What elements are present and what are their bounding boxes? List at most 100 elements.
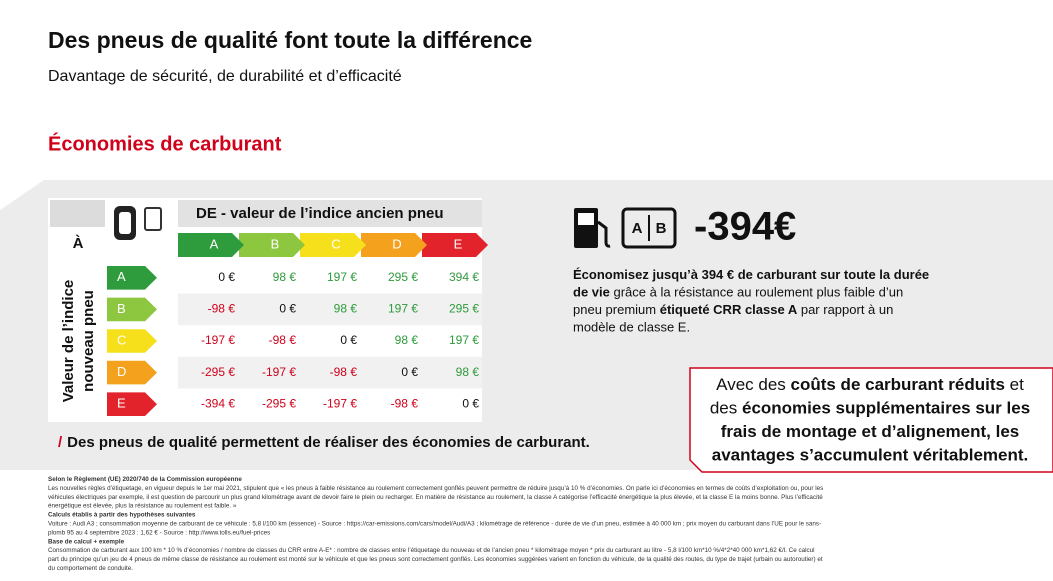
note: / Des pneus de qualité permettent de réal…	[58, 434, 590, 451]
section-title: Économies de carburant	[48, 132, 282, 155]
callout-box	[689, 367, 1053, 473]
row-header: nouveau pneu	[80, 290, 97, 392]
class-arrow	[107, 360, 157, 385]
corner-cell	[50, 200, 105, 227]
text-run: Voiture : Audi A3 ; consommation moyenne…	[48, 520, 821, 527]
fine-print: part du principe qu’un jeu de 4 pneus de…	[48, 556, 823, 563]
text-run: modèle de classe E.	[573, 320, 690, 335]
class-label: D	[117, 364, 126, 379]
label-icon-letter: B	[656, 220, 667, 237]
subtitle: Davantage de sécurité, de durabilité et …	[48, 68, 402, 85]
table-cell: -197 €	[323, 396, 357, 410]
text-run: part du principe qu’un jeu de 4 pneus de…	[48, 556, 823, 563]
table-cell: 197 €	[327, 270, 357, 284]
text-run: économies supplémentaires sur les	[742, 399, 1030, 418]
text-run: avantages s’accumulent véritablement.	[712, 446, 1029, 465]
column-header: DE - valeur de l’indice ancien pneu	[196, 205, 444, 222]
class-arrow	[239, 233, 305, 257]
callout-text: Avec des coûts de carburant réduits et	[716, 375, 1024, 394]
fine-print: Base de calcul + exemple	[48, 538, 125, 545]
table-cell: 98 €	[456, 365, 480, 379]
fine-print: plomb 95 au 4 septembre 2023 : 1,62 € - …	[48, 529, 270, 536]
fine-print: Selon le Règlement (UE) 2020/740 de la C…	[48, 476, 242, 483]
class-label: E	[454, 236, 463, 251]
text-run: Économisez jusqu’à 394 € de carburant su…	[573, 267, 929, 282]
table-cell: -98 €	[391, 396, 419, 410]
table-cell: -394 €	[201, 396, 235, 410]
table-cell: -295 €	[201, 365, 235, 379]
text-run: véhicules électriques par exemple, il es…	[48, 493, 823, 500]
table-cell: -98 €	[269, 333, 297, 347]
text-run: Calculs établis à partir des hypothèses …	[48, 511, 196, 518]
text-run: Consommation de carburant aux 100 km * 1…	[48, 547, 815, 554]
table-cell: 98 €	[334, 302, 358, 316]
label-icon	[621, 207, 677, 249]
row-header: Valeur de l’indice	[60, 280, 77, 403]
table-cell: -295 €	[262, 396, 296, 410]
class-label: C	[331, 236, 340, 251]
table-cell: -197 €	[262, 365, 296, 379]
label-icon-letter: A	[632, 220, 643, 237]
header-cell	[178, 200, 482, 227]
table-cell: 0 €	[462, 396, 479, 410]
fine-print: véhicules électriques par exemple, il es…	[48, 493, 823, 500]
class-arrow	[107, 266, 157, 290]
text-run: coûts de carburant réduits	[791, 375, 1005, 394]
class-arrow	[361, 233, 427, 257]
text-run: grâce à la résistance au roulement plus …	[610, 285, 903, 300]
title: Des pneus de qualité font toute la diffé…	[48, 27, 532, 53]
text-run: de vie	[573, 285, 610, 300]
table-cell: 197 €	[449, 333, 479, 347]
table-cell: -98 €	[208, 302, 236, 316]
callout-text: des économies supplémentaires sur les	[710, 399, 1030, 418]
table-cell: 197 €	[388, 302, 418, 316]
text-run: du comportement de conduite.	[48, 565, 133, 572]
fine-print: Les nouvelles règles d’étiquetage, en vi…	[48, 485, 823, 492]
class-arrow	[107, 392, 157, 416]
note-slash: /	[58, 434, 63, 451]
text-run: Avec des	[716, 375, 790, 394]
text-run: Les nouvelles règles d’étiquetage, en vi…	[48, 485, 823, 492]
text-run: énergétique est élevée, plus la résistan…	[48, 502, 237, 509]
class-label: E	[117, 396, 126, 411]
class-arrow	[107, 329, 157, 353]
savings-text: modèle de classe E.	[573, 320, 690, 335]
corner-label: À	[73, 235, 84, 252]
fine-print: Calculs établis à partir des hypothèses …	[48, 511, 196, 518]
text-run: étiqueté CRR classe A	[660, 302, 798, 317]
note-text: Des pneus de qualité permettent de réali…	[67, 434, 590, 451]
table-cell: 98 €	[273, 270, 297, 284]
text-run: par rapport à un	[797, 302, 893, 317]
text-run: Base de calcul + exemple	[48, 538, 125, 545]
callout-text: avantages s’accumulent véritablement.	[712, 446, 1029, 465]
class-label: C	[117, 332, 126, 347]
table-cell: 295 €	[449, 302, 479, 316]
table-cell: -197 €	[201, 333, 235, 347]
class-label: B	[117, 301, 126, 316]
table-cell: 0 €	[279, 302, 296, 316]
class-arrow	[178, 233, 244, 257]
callout-text: frais de montage et d’alignement, les	[721, 422, 1020, 441]
text-run: des	[710, 399, 742, 418]
fuel-icon	[574, 208, 611, 248]
class-arrow	[107, 297, 157, 322]
table-cell: -98 €	[330, 365, 358, 379]
fine-print: Voiture : Audi A3 ; consommation moyenne…	[48, 520, 821, 527]
table-cell: 394 €	[449, 270, 479, 284]
text-run: plomb 95 au 4 septembre 2023 : 1,62 € - …	[48, 529, 270, 536]
fine-print: du comportement de conduite.	[48, 565, 133, 572]
class-arrow	[422, 233, 488, 257]
table-cell: 98 €	[395, 333, 419, 347]
class-label: B	[271, 236, 280, 251]
savings-text: de vie grâce à la résistance au roulemen…	[573, 285, 903, 300]
class-arrow	[300, 233, 366, 257]
table-cell: 0 €	[340, 333, 357, 347]
text-run: et	[1005, 375, 1024, 394]
class-label: D	[392, 236, 401, 251]
fine-print: Consommation de carburant aux 100 km * 1…	[48, 547, 815, 554]
table-cell: 0 €	[218, 270, 235, 284]
table-cell: 0 €	[401, 365, 418, 379]
text-run: pneu premium	[573, 302, 660, 317]
